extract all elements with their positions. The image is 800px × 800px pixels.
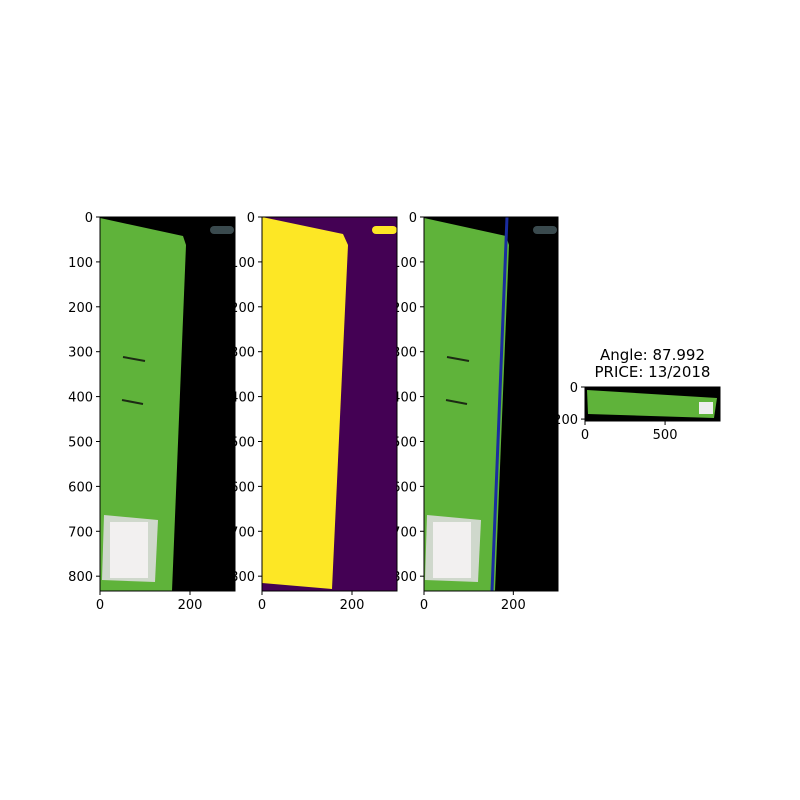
axes-frame: [261, 216, 398, 592]
image-1: [100, 217, 235, 591]
fitted-line: [490, 216, 509, 592]
image-4: [585, 387, 720, 421]
y-tick-label: 400: [68, 391, 93, 406]
axes-frame: [584, 386, 721, 422]
stripe: [446, 356, 470, 362]
x-tick-label: 0: [420, 598, 428, 613]
blob: [533, 226, 557, 234]
y-tick-label: 100: [392, 256, 417, 271]
y-tick-label: 100: [68, 256, 93, 271]
image-2: [262, 217, 397, 591]
stripe: [121, 399, 144, 405]
y-tick-label: 200: [230, 301, 255, 316]
label-paper: [110, 522, 148, 578]
y-tick-label: 0: [409, 211, 417, 226]
axes-frame: [99, 216, 236, 592]
y-tick-label: 700: [230, 525, 255, 540]
y-tick-label: 400: [230, 391, 255, 406]
y-tick-label: 200: [68, 301, 93, 316]
y-tick-label: 200: [392, 301, 417, 316]
y-tick-label: 0: [85, 211, 93, 226]
images: [100, 216, 720, 592]
y-tick-label: 300: [392, 346, 417, 361]
y-tick-label: 700: [392, 525, 417, 540]
y-tick-label: 800: [68, 570, 93, 585]
label-paper: [699, 402, 713, 414]
book-spine: [100, 218, 186, 591]
y-tick-label: 600: [230, 480, 255, 495]
y-tick-label: 500: [230, 435, 255, 450]
y-tick-label: 100: [230, 256, 255, 271]
axes-frame: [423, 216, 559, 592]
x-tick-label: 200: [340, 598, 365, 613]
x-tick-label: 0: [581, 428, 589, 443]
blob: [210, 226, 234, 234]
x-tick-label: 200: [501, 598, 526, 613]
y-tick-label: 500: [392, 435, 417, 450]
y-tick-label: 300: [230, 346, 255, 361]
image-3: [424, 216, 558, 592]
subplot-title: Angle: 87.992: [600, 346, 705, 364]
mask-region: [262, 217, 348, 589]
mask-blob: [372, 226, 397, 234]
y-tick-label: 800: [230, 570, 255, 585]
x-tick-label: 0: [258, 598, 266, 613]
y-tick-label: 0: [247, 211, 255, 226]
stripe: [445, 399, 468, 405]
y-tick-label: 600: [392, 480, 417, 495]
x-tick-label: 0: [96, 598, 104, 613]
y-tick-label: 200: [553, 413, 578, 428]
x-tick-label: 200: [178, 598, 203, 613]
y-tick-label: 700: [68, 525, 93, 540]
y-tick-label: 500: [68, 435, 93, 450]
y-tick-label: 400: [392, 391, 417, 406]
rotated-spine: [587, 390, 717, 418]
label-paper: [433, 522, 471, 578]
y-tick-label: 800: [392, 570, 417, 585]
stripe: [122, 356, 146, 362]
y-tick-label: 0: [570, 381, 578, 396]
x-tick-label: 500: [653, 428, 678, 443]
subplot-title: PRICE: 13/2018: [595, 363, 711, 381]
y-tick-label: 600: [68, 480, 93, 495]
y-tick-label: 300: [68, 346, 93, 361]
